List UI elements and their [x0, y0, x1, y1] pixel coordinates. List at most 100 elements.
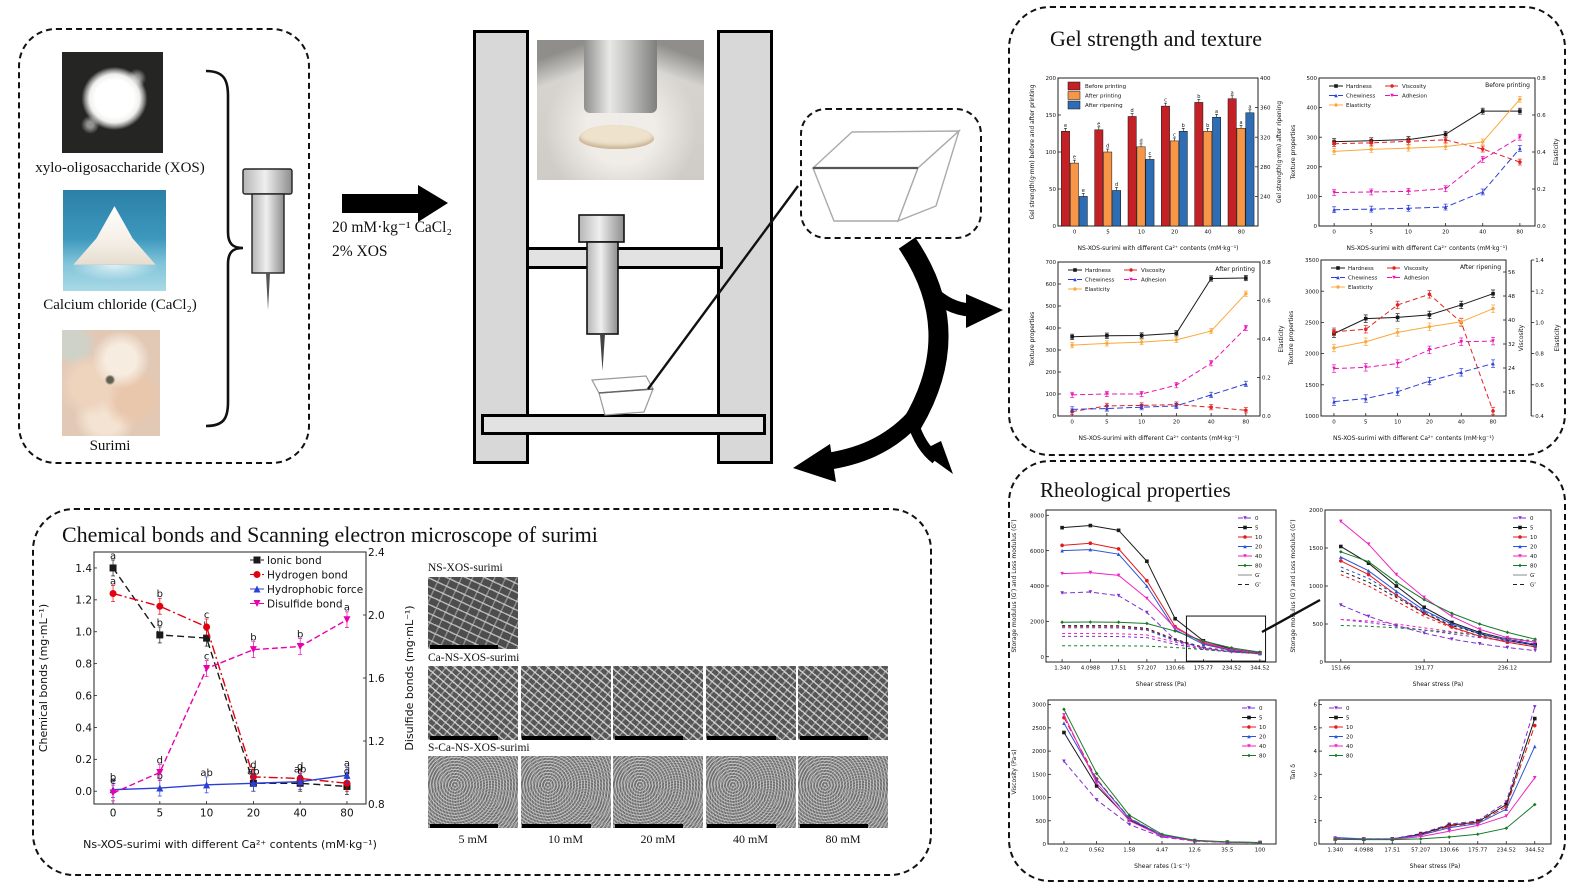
svg-text:20: 20 [247, 808, 260, 820]
svg-text:400: 400 [1046, 326, 1057, 332]
tan-delta-chart: 0 1 2 3 4 5 6 1.340 4.0988 17.51 57.207 130.66 175.7… [1289, 692, 1561, 870]
svg-text:0: 0 [1259, 706, 1263, 712]
svg-text:35.5: 35.5 [1221, 848, 1234, 854]
viscosity-vs-shear-rate-chart: 0 500 1000 1500 2000 2500 3000 0.2 0.562 1.58 4.47… [1010, 692, 1286, 870]
gel-strength-panel [1008, 6, 1566, 456]
svg-text:0: 0 [1314, 224, 1318, 230]
printer-crossbar [526, 247, 723, 269]
svg-text:Chewiness: Chewiness [1085, 278, 1114, 284]
svg-text:20: 20 [1442, 230, 1449, 236]
svg-text:1.2: 1.2 [368, 736, 385, 748]
branch-arrows-icon [793, 237, 1003, 482]
svg-text:1.340: 1.340 [1054, 666, 1070, 672]
svg-text:Storage modulus (G′) and Loss: Storage modulus (G′) and Loss modulus (G… [1011, 519, 1018, 652]
svg-text:80: 80 [1238, 230, 1245, 236]
svg-text:Viscosity: Viscosity [1404, 266, 1429, 272]
svg-text:a: a [110, 576, 116, 587]
sem-image [428, 666, 518, 740]
svg-text:Elasticity: Elasticity [1085, 287, 1111, 293]
svg-text:G″: G″ [1255, 583, 1261, 589]
svg-text:0: 0 [1053, 414, 1057, 420]
svg-text:b: b [1206, 123, 1209, 129]
svg-text:Viscosity (Pa·s): Viscosity (Pa·s) [1011, 749, 1018, 794]
svg-text:0.2: 0.2 [1060, 848, 1069, 854]
svg-text:Before printing: Before printing [1485, 82, 1530, 89]
printer-photo [537, 40, 704, 180]
svg-text:Texture properties: Texture properties [1290, 125, 1297, 181]
svg-text:0: 0 [1041, 655, 1045, 661]
svg-text:d: d [157, 756, 163, 767]
svg-text:3000: 3000 [1032, 703, 1046, 709]
svg-text:5: 5 [1106, 230, 1110, 236]
svg-text:130.66: 130.66 [1166, 666, 1186, 672]
svg-text:500: 500 [1046, 304, 1057, 310]
modulus-zoom-chart: 0 500 1000 1500 2000 151.66 191.77 236.12 Shear … [1289, 502, 1561, 688]
sem-image [428, 756, 518, 828]
svg-text:Chewiness: Chewiness [1348, 276, 1377, 282]
svg-text:G′: G′ [1255, 573, 1261, 579]
rheology-panel-title: Rheological properties [1040, 478, 1231, 502]
svg-text:20: 20 [1259, 735, 1266, 741]
printer-syringe-icon [578, 214, 625, 371]
svg-text:40: 40 [293, 808, 306, 820]
svg-text:Ns-XOS-surimi with different C: Ns-XOS-surimi with different Ca²⁺ conten… [83, 838, 377, 850]
svg-text:500: 500 [1307, 76, 1318, 82]
svg-text:d: d [1106, 144, 1109, 150]
paste-blob [578, 125, 654, 150]
svg-text:1500: 1500 [1032, 772, 1046, 778]
svg-text:4: 4 [1314, 749, 1318, 755]
svg-text:40: 40 [1259, 744, 1266, 750]
svg-text:0: 0 [1053, 224, 1057, 230]
svg-text:56: 56 [1508, 270, 1515, 276]
svg-text:3500: 3500 [1305, 258, 1319, 264]
svg-text:1500: 1500 [1309, 546, 1323, 552]
svg-text:0.6: 0.6 [75, 690, 92, 702]
svg-text:Texture properties: Texture properties [1288, 311, 1295, 367]
svg-text:40: 40 [1255, 554, 1262, 560]
svg-text:2000: 2000 [1032, 749, 1046, 755]
svg-text:Texture properties: Texture properties [1029, 312, 1036, 368]
svg-text:e: e [1097, 121, 1100, 127]
svg-text:0: 0 [110, 808, 117, 820]
svg-text:1.2: 1.2 [1535, 289, 1544, 295]
svg-text:d: d [297, 761, 303, 772]
sem-image [428, 577, 518, 649]
svg-text:0: 0 [1043, 842, 1047, 848]
process-line-1: 20 mM·kg⁻¹ CaCl₂ [332, 219, 452, 236]
svg-text:57.207: 57.207 [1411, 848, 1431, 854]
svg-text:b: b [250, 633, 256, 644]
svg-text:Shear stress (Pa): Shear stress (Pa) [1410, 863, 1461, 870]
svg-text:5: 5 [1314, 726, 1318, 732]
svg-text:After ripening: After ripening [1460, 264, 1501, 271]
svg-text:1.2: 1.2 [75, 595, 92, 607]
svg-text:2.4: 2.4 [368, 547, 385, 559]
svg-text:20: 20 [1346, 735, 1353, 741]
svg-text:a: a [344, 603, 350, 614]
svg-text:d: d [1131, 108, 1134, 114]
svg-text:10: 10 [1138, 230, 1145, 236]
svg-text:1500: 1500 [1305, 383, 1319, 389]
svg-text:Hardness: Hardness [1085, 268, 1111, 274]
svg-text:236.12: 236.12 [1498, 666, 1517, 672]
svg-text:80: 80 [1516, 230, 1523, 236]
svg-text:After ripening: After ripening [1085, 103, 1123, 109]
svg-text:0.0: 0.0 [75, 786, 92, 798]
svg-text:Before printing: Before printing [1085, 84, 1126, 90]
svg-text:151.66: 151.66 [1331, 666, 1351, 672]
svg-text:a: a [1215, 109, 1218, 115]
svg-text:150: 150 [1046, 113, 1057, 119]
svg-text:b: b [297, 630, 303, 641]
svg-text:Storage modulus (G′) and Loss: Storage modulus (G′) and Loss modulus (G… [1290, 519, 1297, 652]
svg-text:234.52: 234.52 [1222, 666, 1241, 672]
svg-text:200: 200 [1046, 370, 1057, 376]
svg-text:Elasticity: Elasticity [1348, 285, 1374, 291]
xos-label: xylo-oligosaccharide (XOS) [35, 160, 205, 176]
svg-text:80: 80 [1346, 754, 1353, 760]
svg-text:0.0: 0.0 [1537, 224, 1546, 230]
texture-before-printing-chart: 0 100 200 300 400 500 0.0 0.2 0.4 0.6 0.8 0 5 10 20 40 8… [1289, 68, 1561, 252]
svg-text:10: 10 [1394, 420, 1401, 426]
svg-text:0.8: 0.8 [1535, 352, 1544, 358]
svg-text:20: 20 [1255, 545, 1262, 551]
svg-text:10: 10 [1530, 535, 1537, 541]
svg-text:Gel strength(g·mm) before and: Gel strength(g·mm) before and after prin… [1029, 84, 1036, 219]
